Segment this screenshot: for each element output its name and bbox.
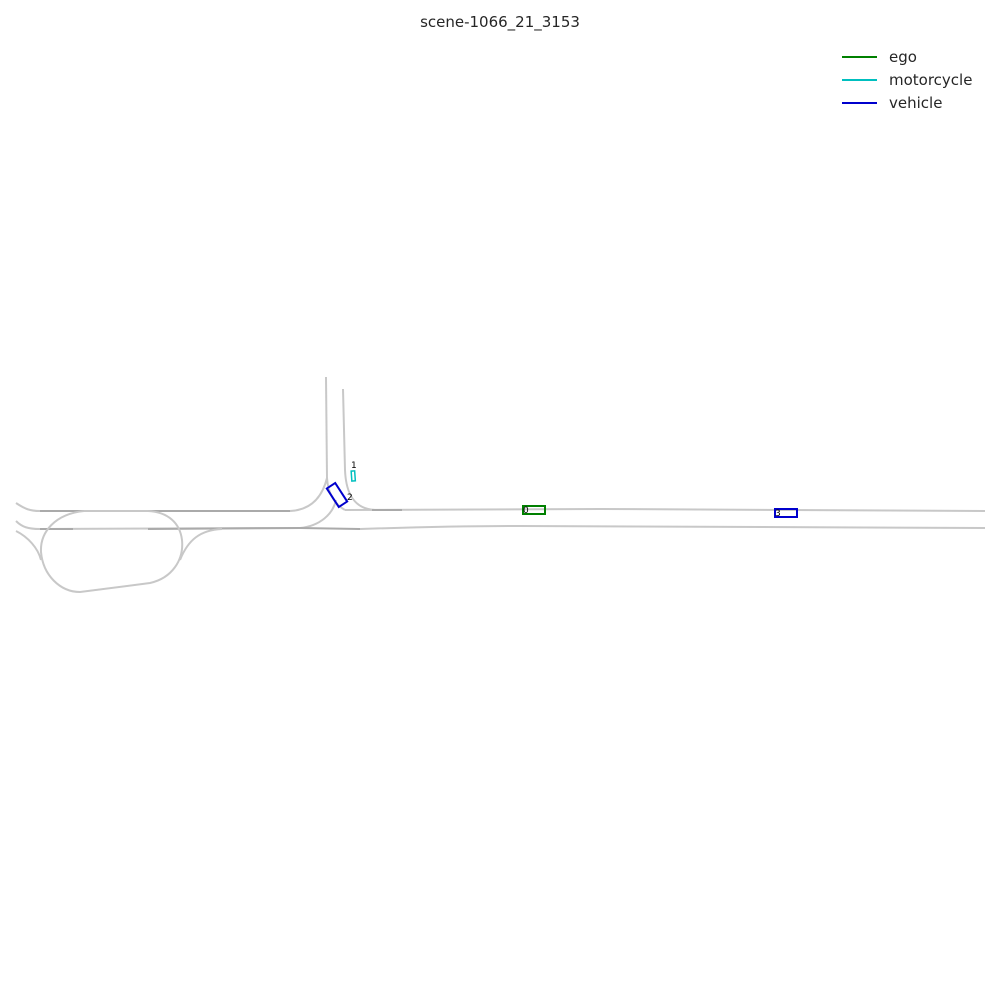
legend-label-motorcycle: motorcycle <box>889 71 972 89</box>
roundabout-exit-right <box>179 528 223 561</box>
agent-id-label: 1 <box>351 461 357 471</box>
agents-layer: 0 1 2 3 <box>325 461 798 519</box>
agent-motorcycle-box <box>350 470 357 482</box>
lane-line-north-left <box>325 376 328 479</box>
agent-id-label: 2 <box>347 493 353 503</box>
lane-line-north-right <box>342 388 400 511</box>
lane-segment-lower-west-b <box>147 527 301 530</box>
road-network <box>15 376 986 594</box>
lane-segment-lower-mid <box>299 527 361 530</box>
roundabout-loop <box>39 510 184 594</box>
agent-ego-box <box>522 505 546 515</box>
roundabout-exit-left <box>15 530 42 561</box>
legend-label-ego: ego <box>889 48 917 66</box>
legend-label-vehicle: vehicle <box>889 94 942 112</box>
agent-id-label: 3 <box>775 509 781 519</box>
legend: ego motorcycle vehicle <box>842 48 972 112</box>
lane-line-upper-east <box>344 507 986 512</box>
agent-vehicle-box <box>774 508 798 518</box>
agent-vehicle-box <box>325 481 349 509</box>
plot-title: scene-1066_21_3153 <box>420 13 580 32</box>
agent-id-label: 0 <box>523 506 529 516</box>
lane-line-upper-west <box>15 477 328 512</box>
lane-line-lower-east <box>359 524 986 530</box>
